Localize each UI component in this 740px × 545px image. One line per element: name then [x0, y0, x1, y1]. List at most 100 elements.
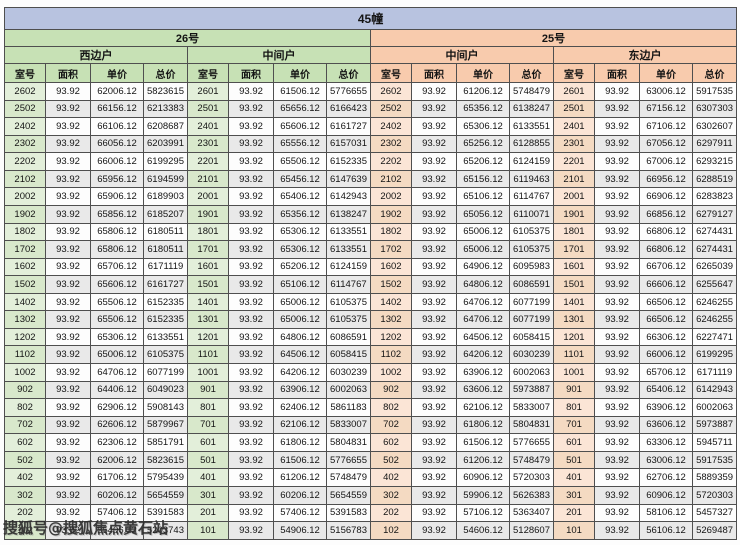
cell-total-price: 6147639: [326, 169, 371, 189]
cell-total-price: 5156783: [326, 521, 371, 540]
cell-area: 93.92: [228, 82, 274, 101]
cell-total-price: 6279127: [691, 204, 738, 224]
cell-room: 701: [187, 415, 229, 435]
cell-area: 93.92: [594, 257, 640, 277]
cell-unit-price: 65806.12: [90, 222, 144, 242]
cell-area: 93.92: [594, 117, 640, 136]
cell-room: 2202: [370, 152, 412, 171]
cell-area: 93.92: [411, 204, 457, 224]
cell-room: 2402: [370, 117, 412, 136]
cell-room: 201: [553, 503, 595, 523]
cell-total-price: 5776655: [326, 82, 371, 101]
cell-unit-price: 65306.12: [456, 117, 510, 136]
cell-total-price: 6302607: [691, 117, 738, 136]
building-title-row: 45幢: [3, 7, 738, 30]
cell-room: 602: [4, 433, 46, 452]
cell-total-price: 5654559: [143, 485, 188, 505]
cell-unit-price: 65356.12: [456, 99, 510, 119]
cell-total-price: 6095983: [509, 257, 554, 277]
table-row: 502 93.92 62006.12 5823615 501 93.92 61506.12 5…: [4, 450, 738, 470]
cell-area: 93.92: [411, 327, 457, 347]
cell-room: 1101: [553, 345, 595, 364]
cell-total-price: 5917535: [691, 82, 738, 101]
cell-unit-price: 63606.12: [639, 415, 693, 435]
cell-total-price: 5861183: [326, 398, 371, 417]
cell-room: 202: [4, 503, 46, 523]
cell-area: 93.92: [594, 433, 640, 452]
cell-total-price: 5795439: [143, 468, 188, 487]
cell-total-price: 6124159: [326, 257, 371, 277]
cell-room: 402: [370, 468, 412, 487]
cell-room: 2601: [187, 82, 229, 101]
cell-area: 93.92: [228, 345, 274, 364]
cell-area: 93.92: [228, 292, 274, 312]
cell-unit-price: 55406.12: [90, 521, 144, 540]
cell-total-price: 6161727: [143, 275, 188, 294]
cell-room: 2401: [187, 117, 229, 136]
cell-total-price: 6255647: [691, 275, 738, 294]
cell-room: 1001: [187, 363, 229, 382]
cell-unit-price: 61206.12: [456, 82, 510, 101]
cell-unit-price: 65406.12: [639, 380, 693, 400]
cell-unit-price: 65606.12: [90, 275, 144, 294]
cell-unit-price: 61806.12: [456, 415, 510, 435]
cell-room: 1302: [4, 310, 46, 329]
table-row: 1902 93.92 65856.12 6185207 1901 93.92 65356.1…: [4, 204, 738, 224]
cell-area: 93.92: [411, 415, 457, 435]
cell-total-price: 5945711: [691, 433, 738, 452]
cell-unit-price: 65506.12: [90, 310, 144, 329]
cell-room: 901: [553, 380, 595, 400]
cell-room: 802: [4, 398, 46, 417]
cell-total-price: 6114767: [509, 187, 554, 206]
cell-unit-price: 64706.12: [456, 292, 510, 312]
cell-room: 1002: [4, 363, 46, 382]
cell-total-price: 6227471: [691, 327, 738, 347]
cell-room: 1702: [370, 240, 412, 259]
cell-unit-price: 65206.12: [456, 152, 510, 171]
cell-room: 1402: [4, 292, 46, 312]
cell-room: 1002: [370, 363, 412, 382]
cell-room: 201: [187, 503, 229, 523]
cell-room: 1301: [553, 310, 595, 329]
cell-area: 93.92: [228, 450, 274, 470]
cell-unit-price: 66506.12: [639, 310, 693, 329]
cell-unit-price: 67106.12: [639, 117, 693, 136]
cell-unit-price: 54606.12: [456, 521, 510, 540]
cell-total-price: 6138247: [326, 204, 371, 224]
unit-type-row: 西边户 中间户 中间户 东边户: [4, 46, 738, 64]
cell-room: 2301: [553, 134, 595, 154]
cell-room: 1901: [553, 204, 595, 224]
cell-total-price: 5823615: [143, 450, 188, 470]
cell-unit-price: 66856.12: [639, 204, 693, 224]
cell-total-price: 5776655: [509, 433, 554, 452]
cell-unit-price: 64706.12: [456, 310, 510, 329]
cell-total-price: 6246255: [691, 292, 738, 312]
cell-area: 93.92: [45, 310, 91, 329]
cell-unit-price: 66056.12: [90, 134, 144, 154]
cell-room: 1601: [553, 257, 595, 277]
cell-total-price: 6114767: [326, 275, 371, 294]
cell-unit-price: 63306.12: [639, 433, 693, 452]
cell-area: 93.92: [228, 257, 274, 277]
cell-unit-price: 63006.12: [639, 450, 693, 470]
table-row: 2002 93.92 65906.12 6189903 2001 93.92 65406.1…: [4, 187, 738, 206]
cell-total-price: 6180511: [143, 222, 188, 242]
cell-total-price: 6077199: [509, 310, 554, 329]
cell-room: 301: [187, 485, 229, 505]
cell-room: 1902: [370, 204, 412, 224]
cell-area: 93.92: [411, 257, 457, 277]
cell-area: 93.92: [228, 363, 274, 382]
cell-room: 2101: [553, 169, 595, 189]
cell-room: 702: [370, 415, 412, 435]
cell-room: 1701: [553, 240, 595, 259]
cell-room: 302: [370, 485, 412, 505]
cell-total-price: 5363407: [509, 503, 554, 523]
cell-total-price: 6208687: [143, 117, 188, 136]
cell-area: 93.92: [594, 521, 640, 540]
cell-area: 93.92: [594, 169, 640, 189]
watermark: 搜狐号@搜狐焦点黄石站: [3, 519, 169, 537]
cell-unit-price: 61506.12: [273, 82, 327, 101]
cell-area: 93.92: [411, 363, 457, 382]
cell-unit-price: 63606.12: [456, 380, 510, 400]
cell-unit-price: 67006.12: [639, 152, 693, 171]
